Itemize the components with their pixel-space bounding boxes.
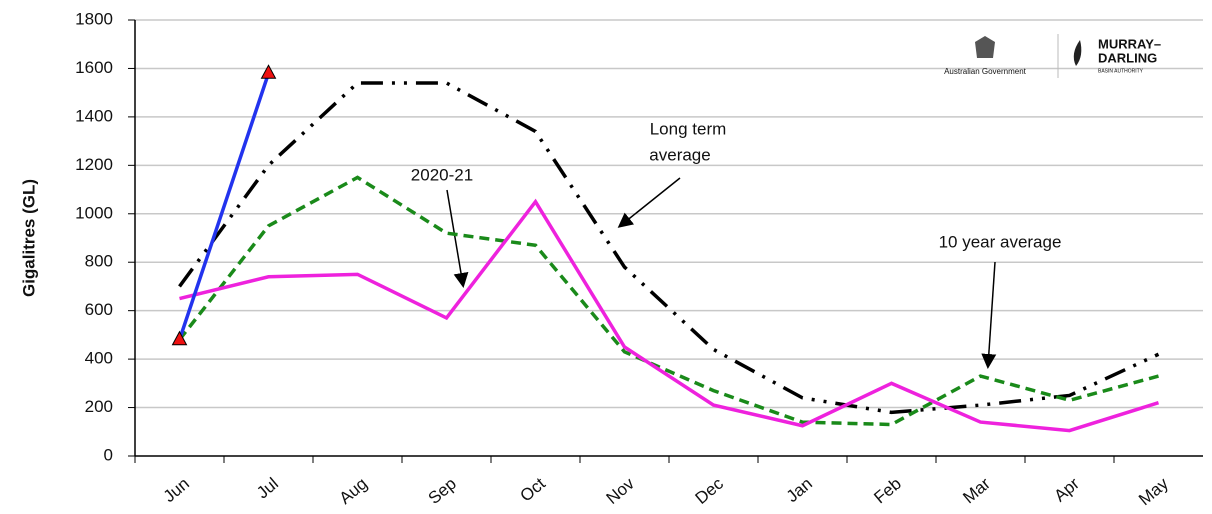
logo-text: MURRAY– bbox=[1098, 36, 1161, 51]
logo-text: Australian Government bbox=[944, 67, 1027, 76]
annotation: average bbox=[649, 145, 710, 164]
arrow bbox=[446, 189, 469, 288]
x-tick-label: Dec bbox=[692, 474, 728, 508]
x-tick-label: Jul bbox=[253, 474, 282, 503]
x-tick-label: Feb bbox=[870, 474, 905, 507]
arrows bbox=[446, 177, 997, 369]
x-tick-label: Oct bbox=[516, 474, 549, 506]
y-tick-label: 1800 bbox=[75, 9, 113, 28]
y-tick-label: 0 bbox=[104, 445, 113, 464]
annotation: 10 year average bbox=[939, 232, 1062, 251]
logo: Australian Government MURRAY– DARLING BA… bbox=[944, 34, 1161, 78]
y-tick-label: 1000 bbox=[75, 203, 113, 222]
y-tick-label: 400 bbox=[85, 349, 113, 368]
arrow bbox=[981, 261, 997, 369]
x-tick-label: Mar bbox=[959, 474, 994, 508]
series-line bbox=[178, 175, 1159, 427]
y-tick-label: 1200 bbox=[75, 155, 113, 174]
logo-text: DARLING bbox=[1098, 50, 1157, 65]
x-tick-label: Apr bbox=[1050, 474, 1083, 506]
point-marker bbox=[260, 64, 277, 79]
x-tick-label: Jun bbox=[160, 474, 193, 506]
x-tick-label: Jan bbox=[783, 474, 816, 506]
series-line bbox=[178, 81, 1160, 415]
x-tick-label: Sep bbox=[425, 474, 460, 508]
annotation: 2020-21 bbox=[411, 165, 473, 184]
x-tick-label: May bbox=[1135, 474, 1172, 510]
annotation: Long term bbox=[650, 119, 727, 138]
arrow bbox=[617, 177, 681, 228]
y-tick-label: 600 bbox=[85, 300, 113, 319]
logo-mark bbox=[1073, 40, 1082, 66]
point-marker bbox=[171, 330, 188, 346]
series-line bbox=[179, 198, 1160, 433]
y-tick-label: 200 bbox=[85, 397, 113, 416]
x-tick-label: Nov bbox=[603, 474, 639, 508]
crest bbox=[975, 36, 995, 58]
logo-text: BASIN AUTHORITY bbox=[1098, 68, 1144, 74]
y-tick-label: 1400 bbox=[75, 106, 113, 125]
series-line bbox=[177, 72, 271, 341]
y-axis-label: Gigalitres (GL) bbox=[19, 179, 38, 297]
y-tick-label: 800 bbox=[85, 252, 113, 271]
x-tick-label: Aug bbox=[336, 474, 371, 508]
y-tick-label: 1600 bbox=[75, 58, 113, 77]
